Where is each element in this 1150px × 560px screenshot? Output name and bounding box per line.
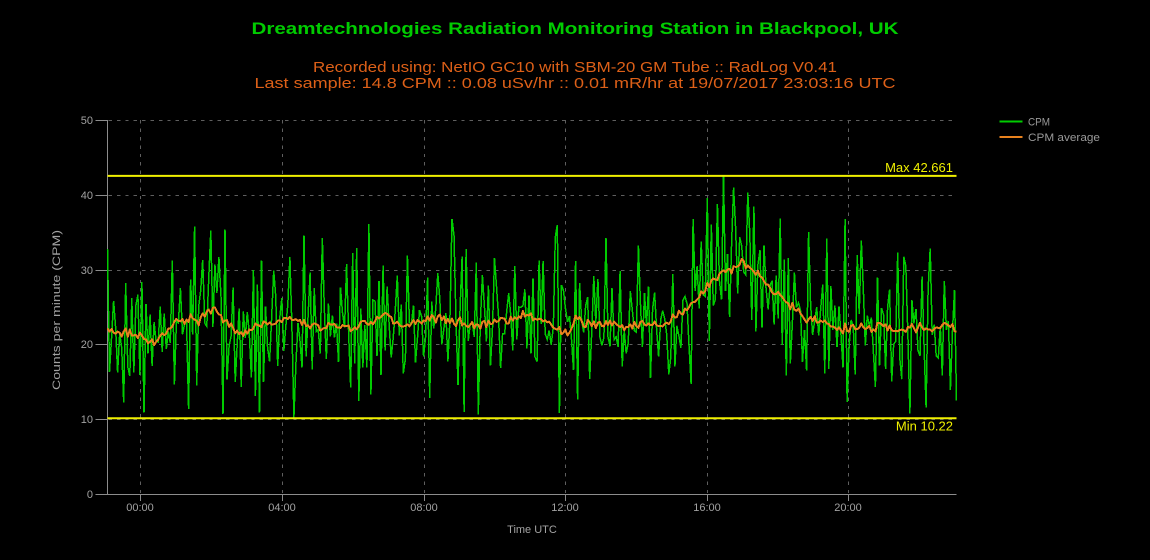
svg-text:40: 40: [81, 190, 93, 202]
svg-text:Min 10.22: Min 10.22: [896, 419, 953, 434]
svg-text:12:00: 12:00: [551, 502, 579, 514]
svg-text:0: 0: [87, 489, 93, 501]
svg-text:04:00: 04:00: [268, 502, 296, 514]
svg-text:Max 42.661: Max 42.661: [885, 160, 953, 175]
svg-text:CPM average: CPM average: [1028, 132, 1100, 144]
svg-text:20:00: 20:00: [834, 502, 862, 514]
svg-text:Dreamtechnologies Radiation Mo: Dreamtechnologies Radiation Monitoring S…: [252, 19, 900, 38]
svg-text:Recorded using: NetIO GC10 wit: Recorded using: NetIO GC10 with SBM-20 G…: [313, 59, 837, 76]
svg-text:50: 50: [81, 115, 93, 127]
svg-text:10: 10: [81, 414, 93, 426]
svg-text:20: 20: [81, 339, 93, 351]
svg-text:Counts per minute (CPM): Counts per minute (CPM): [51, 230, 63, 390]
svg-text:08:00: 08:00: [410, 502, 438, 514]
svg-text:Time UTC: Time UTC: [507, 524, 557, 536]
svg-text:Last sample: 14.8 CPM :: 0.08: Last sample: 14.8 CPM :: 0.08 uSv/hr :: …: [255, 75, 896, 92]
svg-text:00:00: 00:00: [126, 502, 154, 514]
svg-text:CPM: CPM: [1028, 117, 1050, 129]
svg-text:30: 30: [81, 265, 93, 277]
svg-text:16:00: 16:00: [693, 502, 721, 514]
